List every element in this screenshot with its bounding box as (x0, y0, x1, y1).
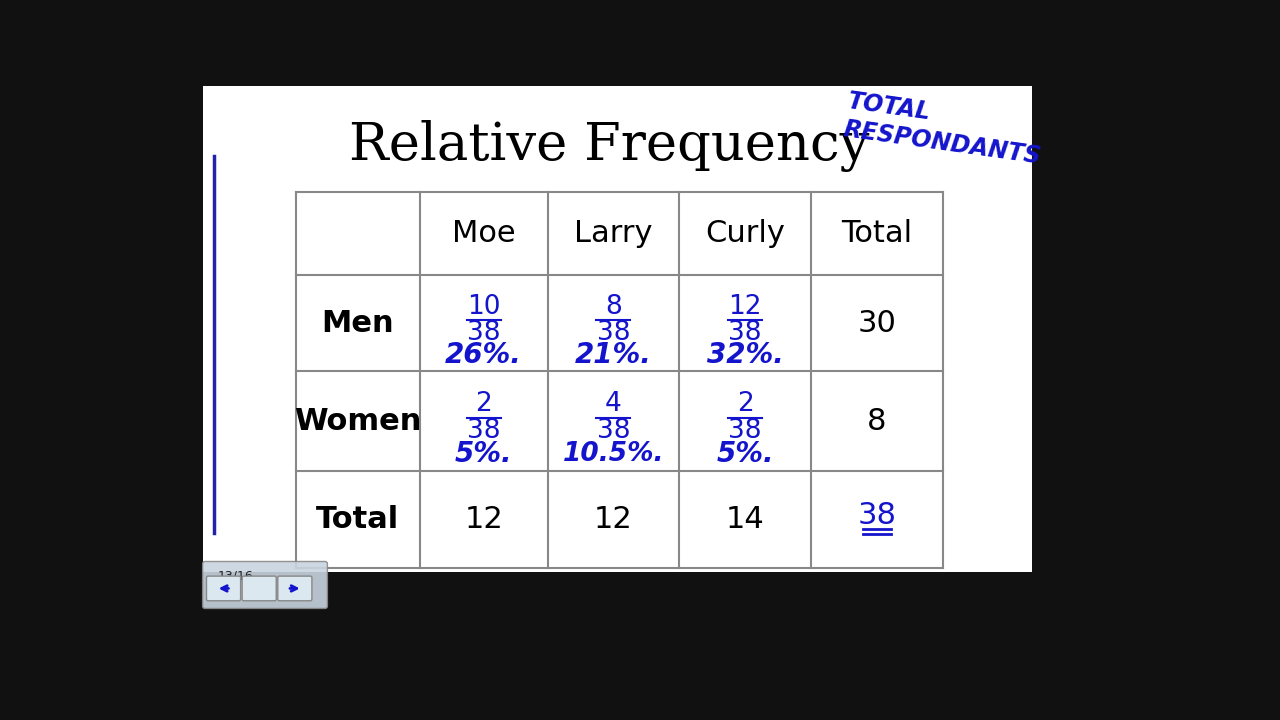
Text: Total: Total (841, 219, 913, 248)
Bar (202, 86, 1032, 572)
FancyBboxPatch shape (278, 576, 312, 600)
Text: Moe: Moe (452, 219, 516, 248)
Text: 8: 8 (867, 407, 887, 436)
Text: 2: 2 (475, 392, 492, 418)
Text: 8: 8 (605, 294, 622, 320)
Text: 26%.: 26%. (445, 341, 522, 369)
Text: 21%.: 21%. (575, 341, 652, 369)
Text: 10.5%.: 10.5%. (563, 441, 664, 467)
Text: 4: 4 (605, 392, 622, 418)
Text: Relative Frequency: Relative Frequency (349, 120, 869, 173)
Text: 5%.: 5%. (454, 441, 512, 469)
Text: 32%.: 32%. (707, 341, 783, 369)
FancyBboxPatch shape (242, 576, 276, 600)
Text: Men: Men (321, 309, 394, 338)
Text: 12: 12 (465, 505, 503, 534)
Text: 12: 12 (594, 505, 632, 534)
Text: TOTAL
RESPONDANTS: TOTAL RESPONDANTS (842, 89, 1047, 168)
FancyBboxPatch shape (206, 576, 241, 600)
Text: Curly: Curly (705, 219, 785, 248)
Text: Women: Women (294, 407, 421, 436)
Text: Larry: Larry (575, 219, 653, 248)
Text: 10: 10 (467, 294, 500, 320)
Text: 5%.: 5%. (717, 441, 774, 469)
Text: 30: 30 (858, 309, 896, 338)
Text: Total: Total (316, 505, 399, 534)
Text: 12: 12 (728, 294, 762, 320)
Text: 38: 38 (596, 418, 630, 444)
Text: 38: 38 (467, 320, 500, 346)
Text: 38: 38 (728, 320, 762, 346)
Text: 38: 38 (467, 418, 500, 444)
Text: 38: 38 (728, 418, 762, 444)
Text: 38: 38 (596, 320, 630, 346)
Text: 14: 14 (726, 505, 764, 534)
Text: 13/16: 13/16 (218, 570, 253, 583)
Text: 38: 38 (858, 501, 896, 530)
Text: 2: 2 (737, 392, 754, 418)
FancyBboxPatch shape (202, 562, 328, 608)
